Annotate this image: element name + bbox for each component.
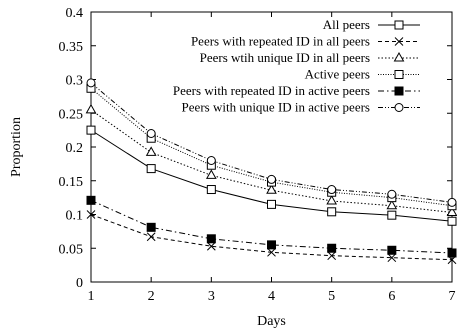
data-point-series-2	[387, 253, 397, 263]
series-line-3	[90, 109, 453, 213]
data-point-series-6	[447, 197, 457, 207]
data-point-series-5	[86, 195, 96, 205]
data-point-series-5	[206, 234, 216, 244]
data-point-series-1	[447, 216, 457, 226]
x-tick-label: 6	[388, 289, 395, 304]
data-point-series-1	[327, 207, 337, 217]
y-tick-label: 0.25	[59, 107, 84, 122]
data-point-series-6	[146, 129, 156, 138]
legend-marker	[394, 20, 404, 30]
data-point-series-3	[326, 194, 338, 205]
data-point-series-6	[327, 185, 337, 195]
cross-stroke	[394, 37, 404, 46]
data-point-series-3	[266, 184, 277, 194]
y-tick-label: 0.35	[59, 40, 84, 55]
data-point-series-2	[146, 232, 156, 242]
legend-label: Active peers	[305, 67, 370, 82]
legend-marker	[394, 86, 404, 96]
data-point-series-5	[387, 245, 397, 255]
data-point-series-3	[386, 199, 398, 210]
data-point-series-2	[327, 251, 337, 261]
y-tick-label: 0.3	[66, 74, 84, 89]
data-point-series-3	[145, 146, 157, 156]
legend-label: Peers with unique ID in active peers	[182, 100, 370, 115]
data-point-series-2	[206, 241, 216, 251]
x-tick-label: 7	[449, 289, 456, 304]
data-point-series-1	[206, 185, 216, 195]
y-tick-label: 0.4	[66, 6, 84, 21]
y-tick-label: 0.1	[66, 209, 84, 224]
y-tick-label: 0	[76, 276, 83, 291]
data-point-series-5	[447, 248, 457, 258]
y-tick-label: 0.05	[59, 242, 84, 257]
legend-marker	[394, 70, 404, 79]
data-point-series-3	[446, 206, 457, 216]
axes: 0 0.05 0.1 0.15 0.2 0.25 0.3 0.35 0.4 1 2 3 4 5 6 7	[59, 6, 456, 304]
legend-marker	[394, 103, 404, 112]
x-tick-label: 3	[208, 289, 215, 304]
data-point-series-5	[267, 240, 276, 250]
legend-marker	[394, 37, 404, 46]
legend-label: Peers wtih unique ID in all peers	[200, 50, 370, 65]
cross-stroke	[267, 247, 276, 257]
data-point-series-1	[146, 164, 156, 174]
x-axis-title: Days	[257, 314, 286, 329]
data-point-series-2	[267, 247, 276, 257]
data-point-series-5	[146, 222, 156, 232]
cross-stroke	[86, 210, 96, 219]
y-tick-label: 0.15	[59, 175, 84, 190]
cross-stroke	[206, 241, 216, 251]
data-point-series-6	[267, 174, 276, 184]
y-axis-title: Proportion	[9, 117, 24, 177]
y-tick-label: 0.2	[66, 141, 84, 156]
data-point-series-1	[86, 125, 96, 135]
legend: All peers Peers with repeated ID in all p…	[173, 17, 420, 115]
cross-stroke	[146, 232, 156, 242]
x-tick-label: 1	[88, 289, 95, 304]
legend-label: Peers with repeated ID in active peers	[173, 83, 370, 98]
data-point-series-1	[387, 210, 397, 220]
cross-stroke	[327, 251, 337, 261]
x-tick-label: 4	[268, 289, 275, 304]
data-point-series-5	[327, 243, 337, 253]
data-point-series-2	[86, 210, 96, 219]
data-point-series-3	[205, 169, 217, 179]
x-tick-label: 2	[148, 289, 155, 304]
data-point-series-6	[387, 189, 397, 199]
data-point-series-6	[206, 156, 216, 165]
data-point-series-3	[85, 103, 97, 114]
data-point-series-1	[267, 199, 276, 209]
x-tick-label: 5	[328, 289, 335, 304]
legend-label: Peers with repeated ID in all peers	[191, 34, 370, 49]
series-markers	[85, 78, 457, 265]
data-point-series-6	[86, 78, 96, 88]
legend-label: All peers	[323, 17, 370, 32]
legend-marker	[393, 51, 405, 62]
cross-stroke	[387, 253, 397, 263]
